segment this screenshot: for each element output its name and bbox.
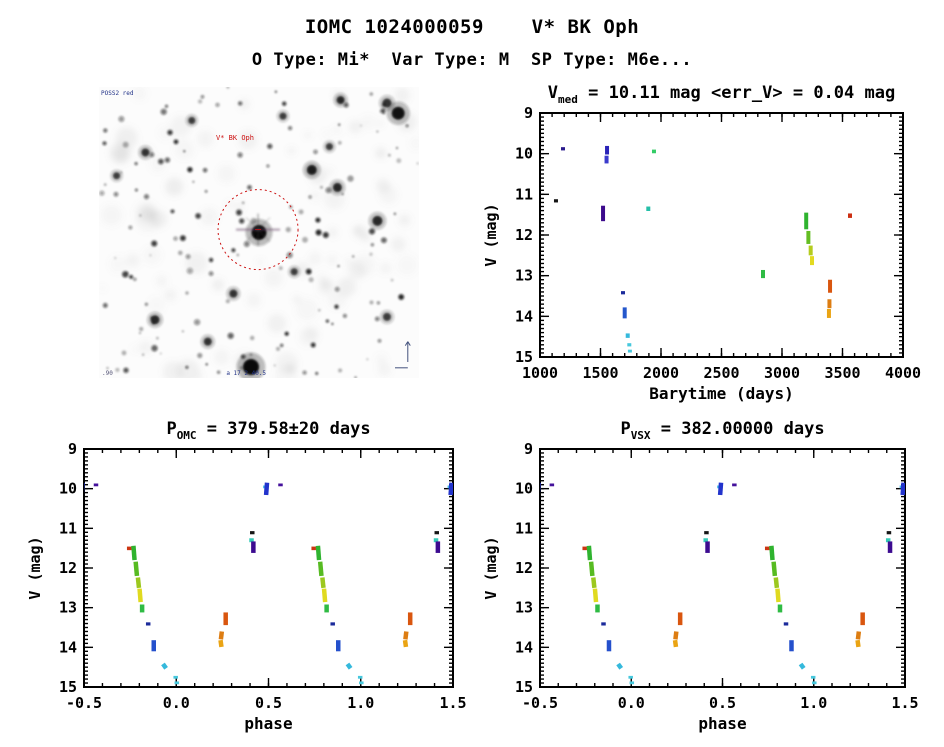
background-noise (99, 87, 419, 378)
svg-text:12: 12 (59, 559, 77, 577)
y-axis-label: V (mag) (482, 203, 500, 266)
x-axis-label: Barytime (days) (649, 384, 794, 403)
svg-text:10: 10 (515, 480, 533, 498)
svg-text:14: 14 (515, 307, 533, 325)
svg-text:11: 11 (515, 519, 533, 537)
tick-labels: -0.5 0.0 0.5 1.0 1.5 9 10 11 12 13 14 15 (59, 440, 467, 712)
svg-text:3000: 3000 (764, 364, 800, 382)
plot-frame (83, 448, 454, 688)
corner-label: .90 (102, 370, 113, 377)
svg-text:4000: 4000 (885, 364, 921, 382)
data-points (553, 145, 853, 353)
svg-text:2000: 2000 (643, 364, 679, 382)
svg-text:10: 10 (515, 145, 533, 163)
data-points (84, 482, 453, 685)
svg-text:14: 14 (59, 638, 77, 656)
svg-text:1000: 1000 (522, 364, 558, 382)
x-axis-label: phase (698, 714, 746, 733)
svg-text:9: 9 (524, 104, 533, 122)
svg-text:1500: 1500 (582, 364, 618, 382)
svg-text:0.0: 0.0 (163, 694, 190, 712)
y-axis-label: V (mag) (482, 536, 500, 599)
tick-labels: -0.5 0.0 0.5 1.0 1.5 9 10 11 12 13 14 15 (515, 440, 919, 712)
page-title: IOMC 1024000059 V* BK Oph (304, 16, 640, 38)
svg-text:14: 14 (515, 638, 533, 656)
target-name-label: V* BK Oph (216, 134, 254, 142)
svg-text:1.5: 1.5 (891, 694, 918, 712)
svg-text:0.5: 0.5 (709, 694, 736, 712)
plot-title: POMC = 379.58±20 days (166, 419, 370, 442)
svg-text:0.5: 0.5 (255, 694, 282, 712)
compass-icon (395, 341, 411, 369)
finder-chart-image: V* BK Oph POSS2 red a 17 2 40.5 .90 (99, 87, 419, 378)
plot-frame (539, 112, 904, 358)
plot-title: PVSX = 382.00000 days (620, 419, 824, 442)
svg-text:1.0: 1.0 (800, 694, 827, 712)
svg-text:12: 12 (515, 226, 533, 244)
svg-text:9: 9 (524, 440, 533, 458)
svg-text:11: 11 (59, 519, 77, 537)
svg-text:2500: 2500 (703, 364, 739, 382)
survey-label: POSS2 red (101, 90, 134, 97)
svg-text:-0.5: -0.5 (522, 694, 558, 712)
svg-text:11: 11 (515, 185, 533, 203)
phase-vsx-chart: -0.5 0.0 0.5 1.0 1.5 9 10 11 12 13 14 15 phase V (mag… (482, 419, 919, 733)
y-axis-label: V (mag) (26, 536, 44, 599)
tick-labels: 1000 1500 2000 2500 3000 3500 4000 9 10 11 12 13 14 1… (515, 104, 921, 382)
svg-text:13: 13 (515, 599, 533, 617)
bright-stars (110, 92, 410, 378)
svg-text:1.5: 1.5 (439, 694, 466, 712)
data-points (540, 482, 905, 685)
plot-frame (539, 448, 906, 688)
x-axis-label: phase (244, 714, 292, 733)
svg-text:0.0: 0.0 (618, 694, 645, 712)
plot-title: Vmed = 10.11 mag <err_V> = 0.04 mag (548, 83, 895, 106)
svg-text:10: 10 (59, 480, 77, 498)
svg-text:15: 15 (515, 348, 533, 366)
svg-text:15: 15 (515, 678, 533, 696)
svg-text:1.0: 1.0 (347, 694, 374, 712)
svg-text:3500: 3500 (824, 364, 860, 382)
svg-text:15: 15 (59, 678, 77, 696)
svg-text:-0.5: -0.5 (66, 694, 102, 712)
coords-label: a 17 2 40.5 (226, 370, 266, 377)
target-marker-circle (217, 189, 299, 271)
axis-ticks (539, 112, 904, 358)
svg-text:12: 12 (515, 559, 533, 577)
field-stars (99, 87, 419, 378)
svg-text:13: 13 (59, 599, 77, 617)
svg-text:9: 9 (68, 440, 77, 458)
phase-omc-chart: -0.5 0.0 0.5 1.0 1.5 9 10 11 12 13 14 15 phase V (mag… (26, 419, 467, 733)
page-subtitle: O Type: Mi* Var Type: M SP Type: M6e... (251, 50, 693, 70)
svg-text:13: 13 (515, 267, 533, 285)
barytime-lightcurve-chart: 1000 1500 2000 2500 3000 3500 4000 9 10 11 12 13 14 1… (482, 83, 921, 403)
